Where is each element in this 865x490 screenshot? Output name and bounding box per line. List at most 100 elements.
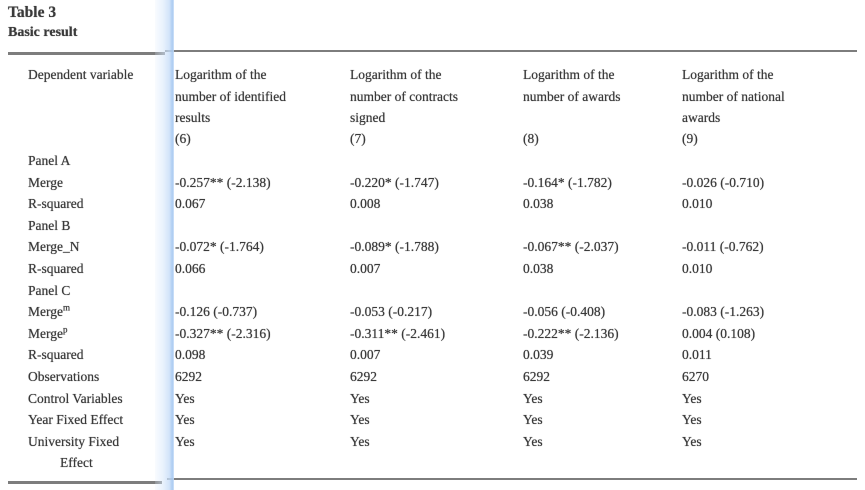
table-cell [175,150,350,172]
table-cell: Yes [682,412,702,428]
row-label-superscript: p [63,324,68,335]
bottom-rule-right-segment [167,477,857,480]
table-cell: 0.039 [523,347,554,363]
column-header: Logarithm of the number of identified resu… [175,64,350,150]
table-cell: -0.257** (-2.138) [175,174,271,190]
row-label: R-squared [28,260,84,276]
table-cell: -0.067** (-2.037) [523,239,619,255]
table-row: Mergep -0.327** (-2.316) -0.311** (-2.461)… [28,323,857,345]
table-cell: -0.056 (-0.408) [523,304,606,320]
row-label: Panel A [28,153,71,168]
table-cell: 6292 [175,368,202,384]
table-row: Merge -0.257** (-2.138) -0.220* (-1.747) -0… [28,172,857,194]
column-header-text: Logarithm of the number of awards [523,67,621,104]
row-label: Panel B [28,217,71,233]
column-number: (6) [175,131,191,147]
row-label: Mergep [28,324,68,341]
bottom-rule-left-segment [8,481,162,484]
table-cell: 6270 [682,368,709,384]
table-cell: -0.072* (-1.764) [175,239,264,255]
column-header-text: Logarithm of the number of contracts signe… [350,67,458,126]
table-body: Panel A Merge -0.257** (-2.138) -0.220* (-1… [28,150,857,474]
header-dependent-variable: Dependent variable [28,67,134,82]
column-header-text: Logarithm of the number of national awards [682,67,785,126]
table-header-row: Dependent variable Logarithm of the numbe… [28,64,857,150]
table-cell [523,150,682,172]
column-number: (8) [523,131,539,147]
table-cell: Yes [350,390,370,406]
table-cell: 0.007 [350,260,381,276]
row-label: Control Variables [28,390,123,406]
table-cell: -0.164* (-1.782) [523,174,612,190]
row-label: University Fixed Effect [28,433,120,471]
table-cell: 0.008 [350,196,381,212]
table-row: Year Fixed Effect Yes Yes Yes Yes [28,409,857,431]
table-cell: 6292 [523,368,550,384]
table-cell [682,280,857,302]
row-label: Merge_N [28,239,80,255]
row-label: Mergem [28,302,71,320]
table-cell [682,150,857,172]
table-cell: 0.007 [350,347,381,363]
table-row: Merge_N -0.072* (-1.764) -0.089* (-1.788) -… [28,236,857,258]
table-cell [682,215,857,237]
table-cell [175,280,350,302]
table-cell: -0.311** (-2.461) [350,325,446,341]
table-cell: -0.026 (-0.710) [682,174,765,190]
row-label: Observations [28,368,100,384]
table-cell [523,215,682,237]
table-row: Control Variables Yes Yes Yes Yes [28,388,857,410]
table-cell: Yes [682,433,702,449]
table-row: University Fixed Effect Yes Yes Yes Yes [28,431,857,474]
table-cell: Yes [682,390,702,406]
row-label: R-squared [28,196,84,212]
table-cell [350,215,523,237]
table-cell: 0.098 [175,347,206,363]
table-cell [350,150,523,172]
table-cell: -0.126 (-0.737) [175,304,258,320]
table-cell: 0.010 [682,196,713,212]
column-number: (7) [350,131,366,147]
table-cell: -0.327** (-2.316) [175,325,271,341]
table-cell: Yes [350,412,370,428]
column-header: Logarithm of the number of awards (8) [523,64,682,150]
top-rule-right-segment [165,49,857,52]
column-header: Logarithm of the number of national awards… [682,64,857,150]
table-cell [175,215,350,237]
table-cell: Yes [175,390,195,406]
table-cell: Yes [175,412,195,428]
column-number: (9) [682,131,698,147]
table-cell: -0.083 (-1.263) [682,304,765,320]
table-cell: 0.066 [175,260,206,276]
row-label: R-squared [28,347,84,363]
column-header-text: Logarithm of the number of identified resu… [175,67,286,126]
row-label: Merge [28,174,63,190]
table-cell: Yes [175,433,195,449]
table-cell: -0.011 (-0.762) [682,239,764,255]
row-label: Year Fixed Effect [28,412,124,428]
row-label-superscript: m [63,302,71,313]
table-row: Mergem -0.126 (-0.737) -0.053 (-0.217) -0.0… [28,301,857,323]
table-caption: Table 3 Basic result [8,2,77,42]
top-rule-left-segment [8,52,165,55]
table-cell: -0.220* (-1.747) [350,174,439,190]
table-cell: 0.004 (0.108) [682,325,756,341]
table-cell: 0.067 [175,196,206,212]
table-cell: Yes [523,433,543,449]
table-cell [350,280,523,302]
table-row: Observations 6292 6292 6292 6270 [28,366,857,388]
table-title: Table 3 [8,4,57,21]
table-cell: 6292 [350,368,377,384]
table-row: R-squared 0.098 0.007 0.039 0.011 [28,344,857,366]
row-label: Panel C [28,282,71,298]
table-subtitle: Basic result [8,25,78,40]
table-cell: -0.089* (-1.788) [350,239,439,255]
column-header: Logarithm of the number of contracts signe… [350,64,523,150]
panel-section-row: Panel A [28,150,857,172]
table-cell: 0.038 [523,196,554,212]
table-cell: Yes [350,433,370,449]
table-row: R-squared 0.066 0.007 0.038 0.010 [28,258,857,280]
panel-section-row: Panel C [28,280,857,302]
table-cell: 0.010 [682,260,713,276]
